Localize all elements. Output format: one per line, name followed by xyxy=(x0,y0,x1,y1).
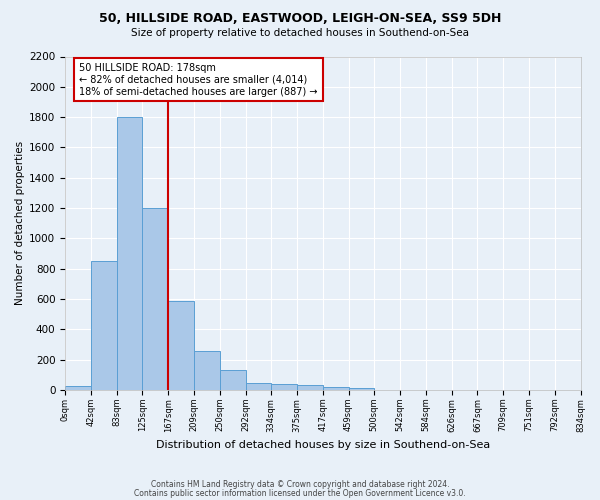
Bar xyxy=(323,387,349,390)
Bar xyxy=(271,384,297,390)
Bar xyxy=(65,386,91,390)
Text: 50 HILLSIDE ROAD: 178sqm
← 82% of detached houses are smaller (4,014)
18% of sem: 50 HILLSIDE ROAD: 178sqm ← 82% of detach… xyxy=(79,64,318,96)
Bar xyxy=(116,117,142,390)
Bar xyxy=(142,208,168,390)
Text: Contains public sector information licensed under the Open Government Licence v3: Contains public sector information licen… xyxy=(134,488,466,498)
Bar xyxy=(91,261,116,390)
Y-axis label: Number of detached properties: Number of detached properties xyxy=(15,141,25,306)
Text: Contains HM Land Registry data © Crown copyright and database right 2024.: Contains HM Land Registry data © Crown c… xyxy=(151,480,449,489)
X-axis label: Distribution of detached houses by size in Southend-on-Sea: Distribution of detached houses by size … xyxy=(155,440,490,450)
Bar xyxy=(220,370,245,390)
Bar xyxy=(194,352,220,390)
Bar xyxy=(245,383,271,390)
Bar xyxy=(349,388,374,390)
Bar xyxy=(297,386,323,390)
Bar xyxy=(168,300,194,390)
Text: 50, HILLSIDE ROAD, EASTWOOD, LEIGH-ON-SEA, SS9 5DH: 50, HILLSIDE ROAD, EASTWOOD, LEIGH-ON-SE… xyxy=(99,12,501,26)
Text: Size of property relative to detached houses in Southend-on-Sea: Size of property relative to detached ho… xyxy=(131,28,469,38)
